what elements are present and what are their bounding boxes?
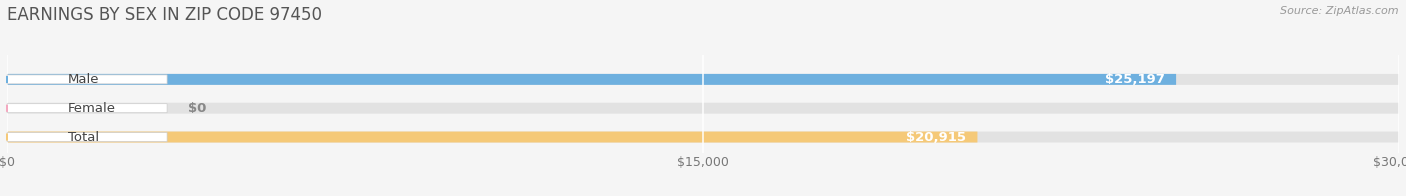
FancyBboxPatch shape <box>7 132 977 142</box>
Text: Male: Male <box>67 73 100 86</box>
FancyBboxPatch shape <box>7 103 1399 114</box>
FancyBboxPatch shape <box>7 132 1399 142</box>
Text: Source: ZipAtlas.com: Source: ZipAtlas.com <box>1281 6 1399 16</box>
FancyBboxPatch shape <box>7 104 167 113</box>
Text: $25,197: $25,197 <box>1105 73 1166 86</box>
FancyBboxPatch shape <box>7 132 167 142</box>
Text: $0: $0 <box>188 102 207 115</box>
Text: Female: Female <box>67 102 115 115</box>
Text: EARNINGS BY SEX IN ZIP CODE 97450: EARNINGS BY SEX IN ZIP CODE 97450 <box>7 6 322 24</box>
Text: Total: Total <box>67 131 98 143</box>
FancyBboxPatch shape <box>7 74 1399 85</box>
FancyBboxPatch shape <box>7 74 1175 85</box>
FancyBboxPatch shape <box>7 75 167 84</box>
Text: $20,915: $20,915 <box>907 131 966 143</box>
